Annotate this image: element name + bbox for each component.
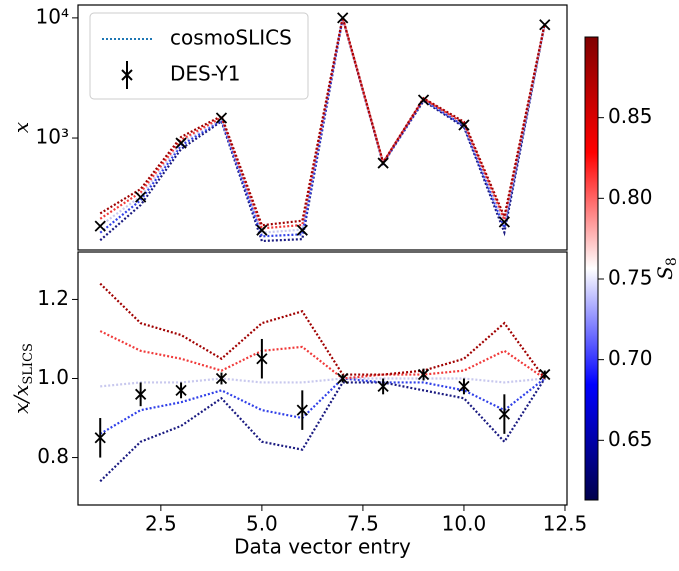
colorbar-label-sub: 8 (664, 257, 679, 266)
x-axis-label: Data vector entry (234, 535, 411, 559)
x-tick-label: 2.5 (145, 512, 177, 536)
series-line (100, 331, 545, 378)
series-line (100, 379, 545, 482)
y-tick-label: 10⁴ (36, 4, 69, 28)
y-axis-label: x/xSLICS (9, 343, 36, 414)
y-tick-label: 0.8 (37, 444, 69, 468)
colorbar (585, 37, 598, 500)
colorbar-tick-label: 0.75 (608, 265, 653, 289)
colorbar-tick-label: 0.70 (608, 346, 653, 370)
series-line (100, 379, 545, 387)
colorbar-label-main: S (653, 266, 677, 280)
series-line (100, 284, 545, 379)
axes-frame (78, 252, 567, 505)
legend-label: DES-Y1 (170, 62, 241, 86)
y-axis-label-main: x (9, 122, 33, 133)
y-tick-label: 10³ (36, 125, 69, 149)
y-axis-label: x (9, 122, 33, 133)
colorbar-tick-label: 0.65 (608, 427, 653, 451)
x-tick-label: 10.0 (442, 512, 487, 536)
y-tick-label: 1.2 (37, 286, 69, 310)
y-axis-label-main: x/x (9, 385, 33, 414)
y-axis-label-sub: SLICS (21, 343, 36, 385)
x-tick-label: 12.5 (543, 512, 588, 536)
y-tick-label: 1.0 (37, 365, 69, 389)
x-tick-label: 7.5 (347, 512, 379, 536)
colorbar-tick-label: 0.85 (608, 104, 653, 128)
legend-label: cosmoSLICS (170, 26, 292, 50)
series-line (100, 379, 545, 434)
colorbar-label: S8 (653, 257, 679, 280)
x-tick-label: 5.0 (246, 512, 278, 536)
data-point (95, 221, 105, 231)
colorbar-tick-label: 0.80 (608, 185, 653, 209)
